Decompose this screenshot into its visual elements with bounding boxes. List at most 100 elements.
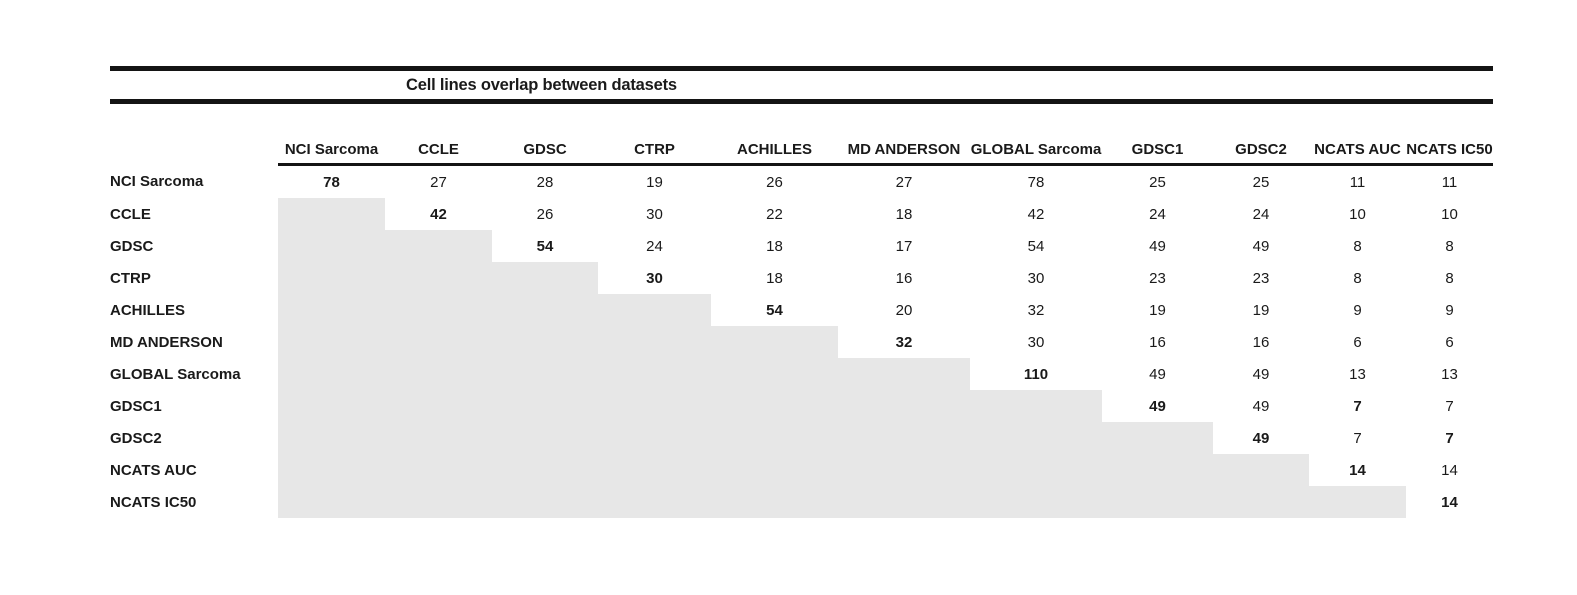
figure-title: Cell lines overlap between datasets (406, 75, 677, 94)
matrix-cell: 16 (1252, 333, 1270, 351)
shaded-cell (1309, 486, 1406, 518)
matrix-cell: 49 (1149, 365, 1166, 383)
corner-cell (110, 136, 278, 165)
table-row: NCI Sarcoma 78 27 28 19 26 27 78 25 25 11 11 (110, 165, 1493, 199)
shaded-cell (598, 358, 711, 390)
matrix-cell: 30 (646, 205, 663, 223)
shaded-cell (970, 422, 1102, 454)
matrix-cell: 26 (536, 205, 554, 223)
shaded-cell (711, 486, 838, 518)
matrix-cell: 14 (1349, 461, 1366, 479)
matrix-cell: 6 (1353, 333, 1362, 351)
shaded-cell (970, 486, 1102, 518)
matrix-cell: 25 (1252, 173, 1270, 191)
second-rule (110, 99, 1493, 104)
matrix-cell: 110 (1023, 365, 1049, 383)
shaded-cell (385, 422, 492, 454)
matrix-cell: 42 (1027, 205, 1045, 223)
matrix-cell: 14 (1441, 493, 1458, 511)
matrix-cell: 10 (1349, 205, 1366, 223)
shaded-cell (711, 422, 838, 454)
matrix-cell: 49 (1149, 237, 1166, 255)
column-header: CCLE (385, 136, 492, 166)
shaded-cell (838, 454, 970, 486)
table-row: GLOBAL Sarcoma 110 49 49 13 13 (110, 358, 1493, 390)
matrix-cell: 24 (1149, 205, 1166, 223)
shaded-cell (1213, 486, 1309, 518)
matrix-cell: 17 (895, 237, 913, 255)
shaded-cell (492, 358, 598, 390)
column-header: GDSC (492, 136, 598, 166)
matrix-cell: 54 (536, 237, 554, 255)
matrix-cell: 9 (1445, 301, 1454, 319)
matrix-cell: 54 (766, 301, 783, 319)
shaded-cell (598, 390, 711, 422)
shaded-cell (385, 294, 492, 326)
shaded-cell (1102, 454, 1213, 486)
shaded-cell (385, 326, 492, 358)
row-label: CTRP (110, 269, 151, 287)
shaded-cell (385, 230, 492, 262)
shaded-cell (492, 390, 598, 422)
matrix-cell: 42 (430, 205, 447, 223)
shaded-cell (278, 486, 385, 518)
title-band: Cell lines overlap between datasets (110, 71, 1493, 99)
row-label: NCATS AUC (110, 461, 197, 479)
row-label: MD ANDERSON (110, 333, 223, 351)
shaded-cell (492, 294, 598, 326)
matrix-cell: 49 (1252, 429, 1270, 447)
matrix-cell: 18 (766, 269, 783, 287)
matrix-cell: 16 (1149, 333, 1166, 351)
row-label: GDSC1 (110, 397, 162, 415)
row-label: GDSC (110, 237, 154, 255)
table-row: CTRP 30 18 16 30 23 23 8 8 (110, 262, 1493, 294)
overlap-table: NCI Sarcoma CCLE GDSC CTRP ACHILLES MD ANDERS… (110, 136, 1493, 518)
matrix-cell: 11 (1349, 173, 1366, 191)
shaded-cell (385, 358, 492, 390)
column-header: GDSC1 (1102, 136, 1213, 166)
shaded-cell (385, 454, 492, 486)
matrix-cell: 23 (1149, 269, 1166, 287)
table-row: CCLE 42 26 30 22 18 42 24 24 10 10 (110, 198, 1493, 230)
matrix-cell: 27 (430, 173, 447, 191)
matrix-cell: 54 (1027, 237, 1045, 255)
row-label: GDSC2 (110, 429, 162, 447)
matrix-cell: 14 (1441, 461, 1458, 479)
matrix-cell: 30 (646, 269, 663, 287)
matrix-cell: 16 (895, 269, 913, 287)
matrix-cell: 32 (1027, 301, 1045, 319)
matrix-cell: 30 (1027, 269, 1045, 287)
shaded-cell (278, 326, 385, 358)
matrix-cell: 49 (1149, 397, 1166, 415)
shaded-cell (838, 358, 970, 390)
shaded-cell (278, 294, 385, 326)
shaded-cell (278, 454, 385, 486)
matrix-cell: 24 (1252, 205, 1270, 223)
shaded-cell (1213, 454, 1309, 486)
column-header: CTRP (598, 136, 711, 166)
matrix-cell: 30 (1027, 333, 1045, 351)
matrix-cell: 10 (1441, 205, 1458, 223)
shaded-cell (838, 390, 970, 422)
table-row: GDSC2 49 7 7 (110, 422, 1493, 454)
matrix-cell: 6 (1445, 333, 1454, 351)
shaded-cell (385, 262, 492, 294)
shaded-cell (385, 390, 492, 422)
shaded-cell (711, 454, 838, 486)
shaded-cell (492, 326, 598, 358)
matrix-cell: 49 (1252, 365, 1270, 383)
column-header: NCI Sarcoma (278, 136, 385, 166)
matrix-cell: 22 (766, 205, 783, 223)
shaded-cell (838, 422, 970, 454)
shaded-cell (970, 454, 1102, 486)
shaded-cell (278, 230, 385, 262)
shaded-cell (492, 454, 598, 486)
matrix-cell: 8 (1353, 237, 1362, 255)
shaded-cell (598, 422, 711, 454)
table-row: GDSC 54 24 18 17 54 49 49 8 8 (110, 230, 1493, 262)
shaded-cell (1102, 422, 1213, 454)
matrix-cell: 25 (1149, 173, 1166, 191)
matrix-cell: 19 (1252, 301, 1270, 319)
matrix-cell: 8 (1353, 269, 1362, 287)
matrix-cell: 9 (1353, 301, 1362, 319)
